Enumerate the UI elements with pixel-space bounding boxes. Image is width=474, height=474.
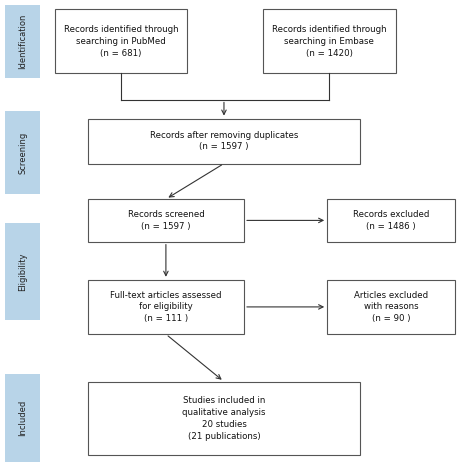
- FancyBboxPatch shape: [88, 382, 360, 455]
- FancyBboxPatch shape: [5, 223, 40, 320]
- Text: Records screened
(n = 1597 ): Records screened (n = 1597 ): [128, 210, 204, 231]
- Text: Screening: Screening: [18, 132, 27, 174]
- Text: Included: Included: [18, 400, 27, 437]
- Text: Records excluded
(n = 1486 ): Records excluded (n = 1486 ): [353, 210, 429, 231]
- Text: Eligibility: Eligibility: [18, 252, 27, 291]
- FancyBboxPatch shape: [88, 280, 244, 334]
- Text: Full-text articles assessed
for eligibility
(n = 111 ): Full-text articles assessed for eligibil…: [110, 291, 222, 323]
- FancyBboxPatch shape: [88, 199, 244, 242]
- FancyBboxPatch shape: [5, 5, 40, 78]
- FancyBboxPatch shape: [5, 374, 40, 462]
- FancyBboxPatch shape: [327, 199, 455, 242]
- FancyBboxPatch shape: [5, 111, 40, 194]
- Text: Records identified through
searching in PubMed
(n = 681): Records identified through searching in …: [64, 25, 178, 58]
- Text: Identification: Identification: [18, 14, 27, 69]
- FancyBboxPatch shape: [88, 118, 360, 164]
- Text: Articles excluded
with reasons
(n = 90 ): Articles excluded with reasons (n = 90 ): [354, 291, 428, 323]
- Text: Records after removing duplicates
(n = 1597 ): Records after removing duplicates (n = 1…: [150, 131, 298, 151]
- Text: Records identified through
searching in Embase
(n = 1420): Records identified through searching in …: [272, 25, 387, 58]
- FancyBboxPatch shape: [327, 280, 455, 334]
- Text: Studies included in
qualitative analysis
20 studies
(21 publications): Studies included in qualitative analysis…: [182, 396, 266, 440]
- FancyBboxPatch shape: [263, 9, 396, 73]
- FancyBboxPatch shape: [55, 9, 187, 73]
